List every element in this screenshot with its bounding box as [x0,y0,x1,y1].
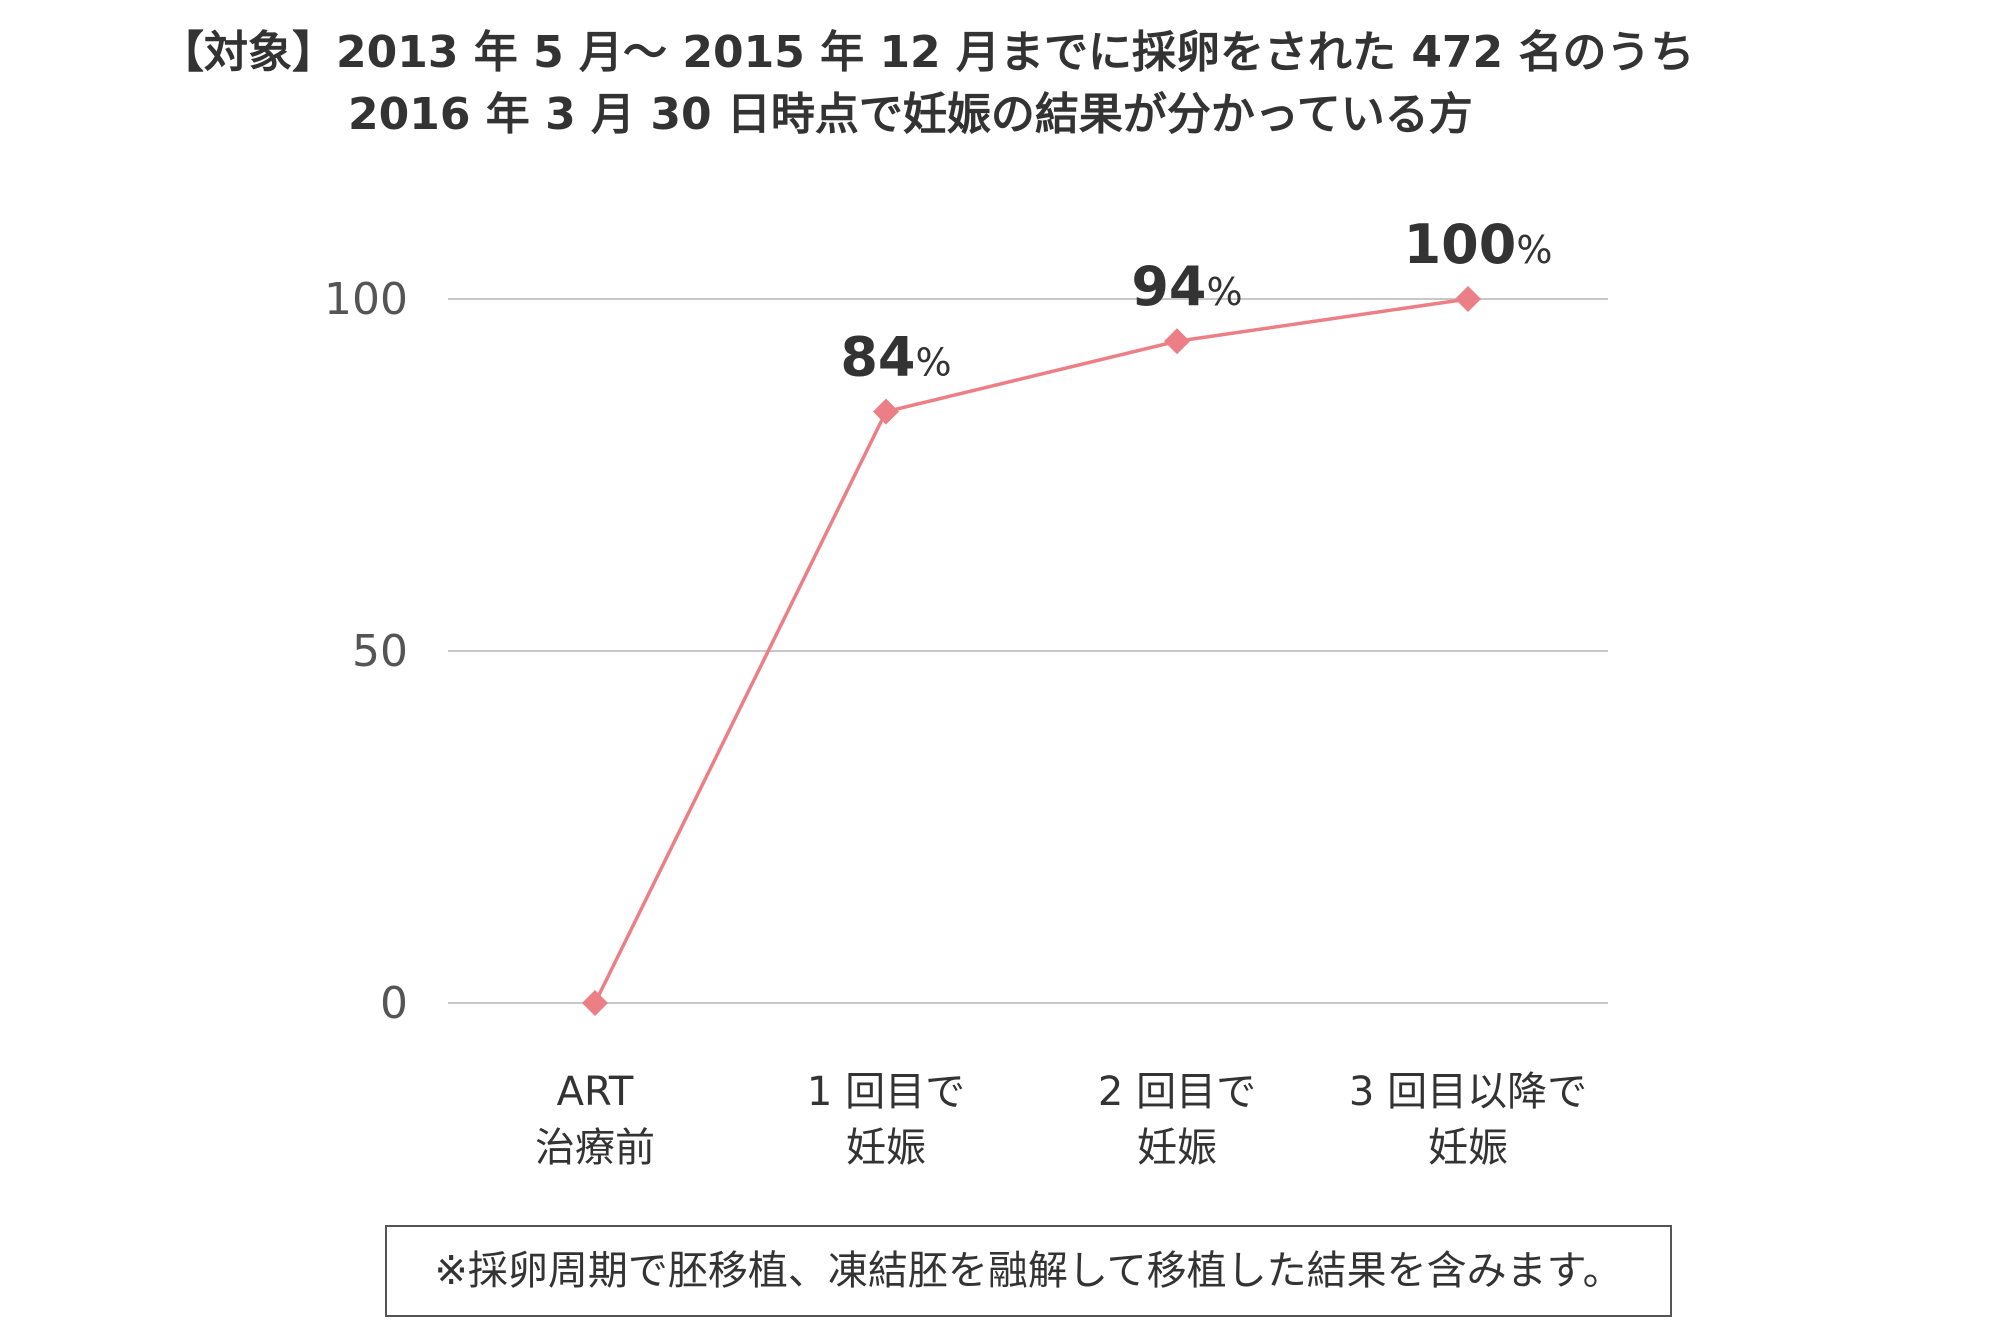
x-tick-label-0-line-1: 治療前 [535,1125,655,1171]
title-line-2: 2016 年 3 月 30 日時点で妊娠の結果が分かっている方 [348,89,1473,140]
data-label-value-3: 100 [1404,213,1517,276]
data-label-1: 84% [840,326,951,389]
x-tick-label-1-line-0: 1 回目で [807,1069,965,1115]
x-tick-label-2-line-0: 2 回目で [1098,1069,1256,1115]
data-label-unit-1: % [916,341,952,385]
x-tick-label-1-line-1: 妊娠 [846,1125,926,1171]
series-line [593,297,1469,1004]
footnote: ※採卵周期で胚移植、凍結胚を融解して移植した結果を含みます。 [385,1225,1672,1317]
y-tick-label-50: 50 [352,626,408,677]
y-tick-label-0: 0 [380,978,408,1029]
data-point-0 [582,990,608,1016]
title-line-1: 【対象】2013 年 5 月〜 2015 年 12 月までに採卵をされた 472… [160,27,1695,78]
data-label-value-1: 84 [840,326,915,389]
x-tick-label-3-line-0: 3 回目以降で [1349,1069,1587,1115]
data-label-value-2: 94 [1131,255,1206,318]
data-label-2: 94% [1131,255,1242,318]
data-point-3 [1455,286,1481,312]
x-tick-label-3-line-1: 妊娠 [1428,1125,1508,1171]
y-tick-label-100: 100 [324,274,408,325]
x-tick-label-0-line-0: ART [557,1069,634,1115]
data-label-3: 100% [1404,213,1553,276]
data-label-unit-2: % [1207,270,1243,314]
chart-title: 【対象】2013 年 5 月〜 2015 年 12 月までに採卵をされた 472… [160,22,1860,146]
data-point-2 [1164,328,1190,355]
x-tick-label-2-line-1: 妊娠 [1137,1125,1217,1171]
data-label-unit-3: % [1516,228,1552,272]
data-point-1 [873,398,899,425]
